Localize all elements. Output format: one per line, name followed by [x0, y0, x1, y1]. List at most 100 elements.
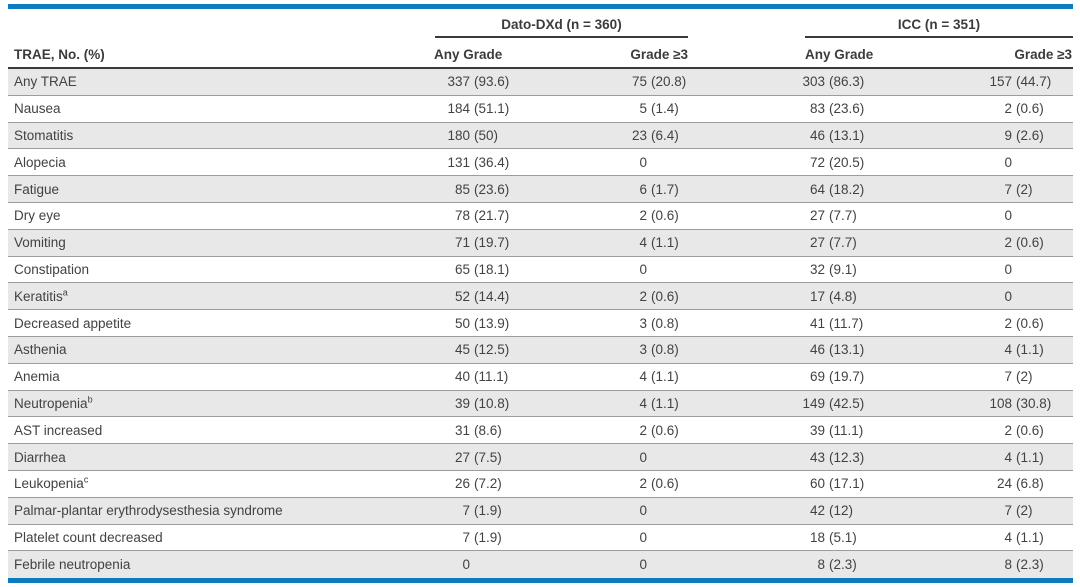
- cell-count: 83: [809, 101, 825, 117]
- cell-count: 0: [639, 529, 647, 545]
- cell-count: 8: [1004, 557, 1012, 573]
- cell-percent: (7.2): [474, 476, 502, 492]
- table-row: Stomatitis 180 (50) 23 (6.4) 46 (13.1) 9 (2.6): [8, 122, 1073, 150]
- cell-count: 4: [639, 235, 647, 251]
- cell-percent: (1.1): [1016, 529, 1044, 545]
- cell-count: 64: [809, 181, 825, 197]
- cell-count: 3: [639, 315, 647, 331]
- cell-count: 0: [639, 557, 647, 573]
- column-header-icc-grade3: Grade ≥3: [1014, 47, 1072, 62]
- table-body: Any TRAE 337 (93.6) 75 (20.8) 303 (86.3) 157 (44…: [8, 69, 1073, 579]
- cell-percent: (1.4): [651, 101, 679, 117]
- cell-count: 65: [454, 261, 470, 277]
- cell-percent: (0.8): [651, 342, 679, 358]
- cell-count: 2: [639, 422, 647, 438]
- row-label: Nausea: [14, 101, 61, 117]
- cell-count: 131: [447, 154, 470, 170]
- cell-percent: (36.4): [474, 154, 510, 170]
- footnote-marker: c: [83, 474, 89, 485]
- cell-count: 85: [454, 181, 470, 197]
- cell-count: 72: [809, 154, 825, 170]
- row-label: Fatigue: [14, 181, 60, 197]
- cell-percent: (44.7): [1016, 74, 1052, 90]
- row-label: Asthenia: [14, 342, 67, 358]
- cell-count: 8: [817, 557, 825, 573]
- cell-count: 71: [454, 235, 470, 251]
- cell-count: 0: [639, 261, 647, 277]
- cell-percent: (30.8): [1016, 395, 1052, 411]
- cell-percent: (14.4): [474, 288, 510, 304]
- cell-count: 337: [447, 74, 470, 90]
- table-row: Febrile neutropenia 0 0 8 (2.3) 8 (2.3): [8, 551, 1073, 579]
- table-row: Keratitisa 52 (14.4) 2 (0.6) 17 (4.8) 0: [8, 283, 1073, 311]
- cell-percent: (11.1): [474, 369, 509, 385]
- cell-percent: (13.1): [829, 342, 865, 358]
- cell-count: 42: [809, 503, 825, 519]
- cell-count: 4: [639, 369, 647, 385]
- cell-count: 6: [639, 181, 647, 197]
- cell-percent: (11.1): [829, 422, 864, 438]
- cell-percent: (2): [1016, 369, 1033, 385]
- cell-percent: (23.6): [829, 101, 865, 117]
- cell-percent: (0.8): [651, 315, 679, 331]
- cell-count: 32: [809, 261, 825, 277]
- cell-count: 7: [462, 529, 470, 545]
- cell-count: 43: [809, 449, 825, 465]
- cell-percent: (7.5): [474, 449, 502, 465]
- row-label: Alopecia: [14, 154, 66, 170]
- cell-percent: (0.6): [651, 422, 679, 438]
- cell-count: 27: [454, 449, 470, 465]
- column-header-dato-any-grade: Any Grade: [434, 47, 503, 62]
- row-label: Palmar-plantar erythrodysesthesia syndro…: [14, 503, 283, 519]
- cell-percent: (13.9): [474, 315, 510, 331]
- cell-count: 0: [639, 503, 647, 519]
- cell-count: 108: [989, 395, 1012, 411]
- cell-percent: (19.7): [829, 369, 865, 385]
- cell-count: 31: [454, 422, 470, 438]
- cell-count: 7: [1004, 181, 1012, 197]
- row-label: Febrile neutropenia: [14, 557, 131, 573]
- table-row: Diarrhea 27 (7.5) 0 43 (12.3) 4 (1.1): [8, 444, 1073, 471]
- table-row: Neutropeniab 39 (10.8) 4 (1.1) 149 (42.5) 108 (3…: [8, 390, 1073, 418]
- row-label: AST increased: [14, 422, 103, 438]
- cell-percent: (5.1): [829, 529, 857, 545]
- cell-count: 2: [1004, 422, 1012, 438]
- cell-percent: (11.7): [829, 315, 864, 331]
- table-row: Constipation 65 (18.1) 0 32 (9.1) 0: [8, 256, 1073, 284]
- cell-count: 18: [809, 529, 825, 545]
- cell-count: 39: [454, 395, 470, 411]
- cell-count: 27: [809, 208, 825, 224]
- cell-percent: (2.3): [829, 557, 857, 573]
- row-label: Platelet count decreased: [14, 529, 163, 545]
- cell-count: 46: [809, 342, 825, 358]
- table-header: TRAE, No. (%) Dato-DXd (n = 360) ICC (n …: [8, 9, 1073, 69]
- trae-table: TRAE, No. (%) Dato-DXd (n = 360) ICC (n …: [8, 4, 1073, 584]
- cell-percent: (6.8): [1016, 476, 1044, 492]
- cell-count: 52: [454, 288, 470, 304]
- cell-percent: (1.1): [1016, 342, 1044, 358]
- cell-percent: (7.7): [829, 235, 857, 251]
- cell-count: 2: [1004, 315, 1012, 331]
- cell-count: 184: [447, 101, 470, 117]
- cell-count: 0: [462, 557, 470, 573]
- cell-percent: (1.1): [651, 235, 679, 251]
- cell-percent: (1.9): [474, 503, 502, 519]
- table-row: Vomiting 71 (19.7) 4 (1.1) 27 (7.7) 2 (0.6): [8, 229, 1073, 257]
- cell-count: 7: [462, 503, 470, 519]
- cell-count: 7: [1004, 369, 1012, 385]
- cell-count: 69: [809, 369, 825, 385]
- table-row: Leukopeniac 26 (7.2) 2 (0.6) 60 (17.1) 24 (6.8): [8, 470, 1073, 498]
- cell-percent: (23.6): [474, 181, 510, 197]
- cell-percent: (2): [1016, 503, 1033, 519]
- row-label: Dry eye: [14, 208, 61, 224]
- cell-percent: (2.3): [1016, 557, 1044, 573]
- table-row: Alopecia 131 (36.4) 0 72 (20.5) 0: [8, 149, 1073, 177]
- row-label: Neutropeniab: [14, 394, 93, 411]
- cell-count: 2: [639, 208, 647, 224]
- cell-percent: (18.1): [474, 261, 510, 277]
- cell-count: 0: [639, 449, 647, 465]
- cell-percent: (20.5): [829, 154, 865, 170]
- cell-percent: (1.1): [651, 369, 679, 385]
- table-row: Anemia 40 (11.1) 4 (1.1) 69 (19.7) 7 (2): [8, 363, 1073, 391]
